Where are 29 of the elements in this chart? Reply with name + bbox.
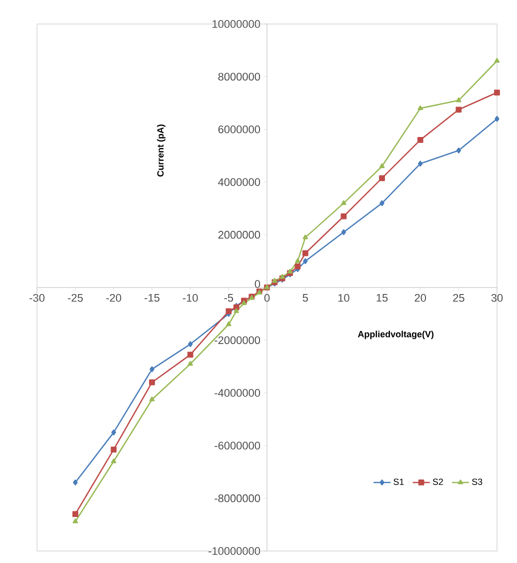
x-tick-label: 0 [264, 294, 270, 302]
y-tick-label: 4000000 [218, 178, 260, 186]
x-tick-label: 30 [491, 294, 503, 302]
x-tick-label: 5 [302, 294, 308, 302]
x-tick-label: -20 [106, 294, 122, 302]
x-tick-label: -25 [68, 294, 83, 302]
legend-label: S1 [394, 478, 404, 485]
x-tick-label: 10 [338, 294, 350, 302]
x-tick-label: 15 [376, 294, 388, 302]
y-tick-label: -6000000 [214, 442, 260, 450]
y-tick-label: 2000000 [218, 230, 260, 239]
legend-label: S3 [472, 478, 482, 485]
legend-label: S2 [432, 478, 443, 485]
y-tick-label: 8000000 [218, 72, 260, 81]
x-axis-title: Appliedvoltage(V) [358, 330, 434, 340]
y-tick-label: 6000000 [218, 126, 260, 134]
x-tick-label: -5 [224, 294, 234, 302]
y-tick-label: -4000000 [214, 389, 260, 397]
x-tick-label: -30 [30, 294, 44, 302]
x-tick-label: -15 [144, 294, 160, 302]
y-tick-label: 0 [254, 280, 260, 288]
y-tick-label: -8000000 [214, 494, 260, 502]
y-axis-title: Current (pA) [157, 124, 166, 177]
y-tick-label: -10000000 [208, 547, 260, 555]
x-tick-label: 25 [453, 294, 464, 302]
x-tick-label: -10 [182, 294, 198, 302]
y-tick-label: 10000000 [212, 20, 260, 28]
y-tick-label: -2000000 [214, 336, 260, 344]
x-tick-label: 20 [414, 294, 426, 302]
